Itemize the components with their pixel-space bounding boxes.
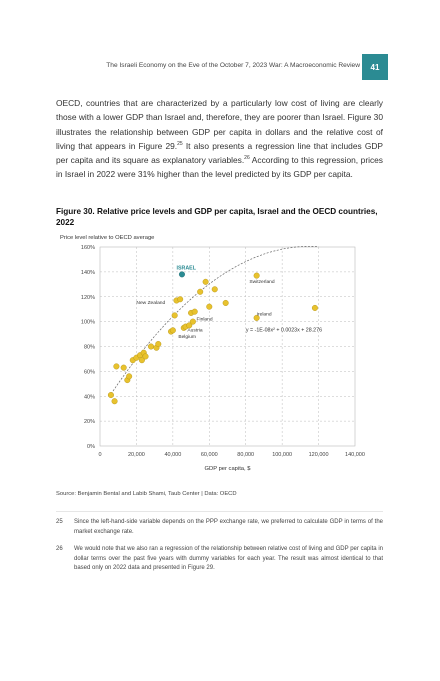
figure-source: Source: Benjamin Bental and Labib Shami,… bbox=[56, 491, 237, 497]
x-tick-label: 40,000 bbox=[164, 452, 181, 458]
data-point bbox=[126, 373, 133, 380]
x-tick-label: 0 bbox=[98, 452, 101, 458]
footnote-text: Since the left-hand-side variable depend… bbox=[74, 519, 383, 535]
point-label: Ireland bbox=[257, 311, 272, 317]
data-point bbox=[253, 314, 260, 321]
data-point bbox=[171, 312, 178, 319]
footnote-26: 26 We would note that we also ran a regr… bbox=[56, 545, 383, 574]
data-point bbox=[107, 392, 114, 399]
x-tick-label: 140,000 bbox=[345, 452, 365, 458]
x-tick-label: 120,000 bbox=[309, 452, 329, 458]
y-tick-label: 60% bbox=[84, 369, 95, 375]
data-point bbox=[222, 299, 229, 306]
data-point bbox=[206, 303, 213, 310]
data-point bbox=[197, 288, 204, 295]
body-text-part: According to this regression, prices in … bbox=[56, 155, 383, 180]
point-label: ISRAEL bbox=[177, 265, 197, 271]
y-axis-label: Price level relative to OECD average bbox=[60, 235, 154, 241]
data-point bbox=[142, 353, 149, 360]
point-label: Switzerland bbox=[249, 279, 275, 285]
body-text-part: It also presents a regression line that … bbox=[56, 140, 383, 166]
chart-svg: 0% 20% 40% 60% 80% 100% 120% 140% 160% 0 20,000 40,… bbox=[60, 235, 365, 472]
page-number-badge: 41 bbox=[362, 54, 388, 80]
footnote-text: We would note that we also ran a regress… bbox=[74, 546, 383, 571]
footnote-ref-26[interactable]: 26 bbox=[244, 155, 250, 162]
y-tick-label: 0% bbox=[87, 444, 95, 450]
data-point bbox=[191, 308, 198, 315]
point-label: Belgium bbox=[178, 334, 196, 340]
data-point bbox=[155, 341, 162, 348]
data-point bbox=[189, 318, 196, 325]
data-point bbox=[186, 322, 193, 329]
footnote-number: 25 bbox=[56, 519, 63, 525]
x-tick-label: 100,000 bbox=[272, 452, 292, 458]
figure-title: Figure 30. Relative price levels and GDP… bbox=[56, 207, 378, 227]
y-tick-label: 80% bbox=[84, 345, 95, 351]
running-title: The Israeli Economy on the Eve of the Oc… bbox=[106, 62, 360, 69]
footnote-number: 26 bbox=[56, 546, 63, 552]
regression-line bbox=[108, 245, 319, 397]
x-tick-label: 20,000 bbox=[128, 452, 145, 458]
israel-point bbox=[178, 271, 185, 278]
page-header: The Israeli Economy on the Eve of the Oc… bbox=[0, 52, 440, 80]
x-tick-label: 60,000 bbox=[201, 452, 218, 458]
scatter-chart: 0% 20% 40% 60% 80% 100% 120% 140% 160% 0 20,000 40,… bbox=[60, 232, 380, 477]
data-point bbox=[138, 357, 145, 364]
x-tick-label: 80,000 bbox=[237, 452, 254, 458]
data-point bbox=[120, 364, 127, 371]
point-label: Austria bbox=[187, 328, 203, 334]
data-point bbox=[169, 327, 176, 334]
body-paragraph: OECD, countries that are characterized b… bbox=[56, 96, 383, 182]
y-tick-label: 160% bbox=[81, 245, 95, 251]
data-point bbox=[147, 343, 154, 350]
y-tick-label: 140% bbox=[81, 270, 95, 276]
data-point bbox=[311, 304, 318, 311]
y-tick-label: 20% bbox=[84, 419, 95, 425]
data-point bbox=[113, 363, 120, 370]
data-point bbox=[211, 286, 218, 293]
data-point bbox=[253, 272, 260, 279]
divider bbox=[56, 511, 383, 512]
regression-equation: y = -1E-08x² + 0.0023x + 28.276 bbox=[246, 328, 322, 334]
y-tick-label: 40% bbox=[84, 394, 95, 400]
footnote-25: 25 Since the left-hand-side variable dep… bbox=[56, 518, 383, 537]
data-point bbox=[202, 278, 209, 285]
footnote-ref-25[interactable]: 25 bbox=[177, 141, 183, 148]
point-label: New Zealand bbox=[136, 300, 165, 306]
y-tick-label: 120% bbox=[81, 295, 95, 301]
point-label: Finland bbox=[197, 316, 213, 322]
body-text-part: OECD, countries that are characterized b… bbox=[56, 98, 383, 151]
data-point bbox=[111, 398, 118, 405]
data-point bbox=[177, 296, 184, 303]
x-axis-label: GDP per capita, $ bbox=[205, 466, 252, 472]
y-tick-label: 100% bbox=[81, 320, 95, 326]
